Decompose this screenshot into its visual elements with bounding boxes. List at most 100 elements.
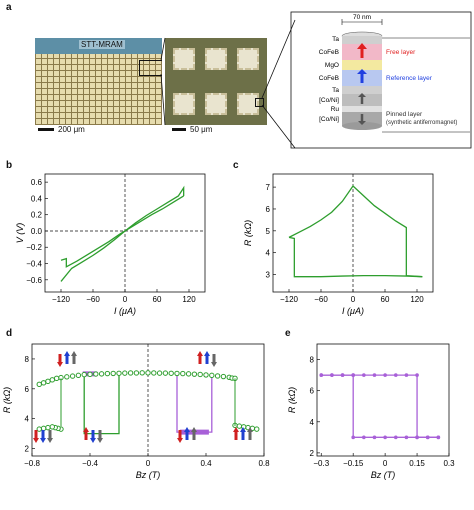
major-loop-point — [45, 424, 51, 431]
major-loop-point — [104, 370, 111, 377]
panel-label-a: a — [6, 2, 12, 13]
major-loop-point — [87, 371, 93, 378]
chip-label: STT-MRAM — [79, 40, 125, 49]
minor-loop-purple — [176, 373, 213, 433]
stack-layer-label: [Co/Ni] — [319, 97, 339, 104]
major-loop-point — [168, 370, 174, 376]
spin-arrow-head — [40, 438, 46, 443]
major-loop-point — [236, 423, 243, 429]
major-loop-point — [191, 371, 198, 377]
x-tick-label: 120 — [182, 295, 196, 304]
minor-loop-curve-point — [425, 435, 430, 440]
major-loop-point — [209, 372, 215, 379]
major-loop-point — [127, 370, 134, 376]
iv-curve — [60, 185, 185, 282]
x-tick-label: 0.8 — [258, 459, 270, 468]
y-tick-label: 0.6 — [31, 178, 43, 187]
major-loop-point — [220, 373, 227, 380]
x-tick-label: −0.3 — [313, 459, 329, 468]
y-axis-label: V (V) — [15, 223, 25, 244]
minor-loop-curve-point — [362, 373, 366, 377]
mtj-stack-diagram: 70 nm TaCoFeBMgOCoFeBTa[Co/Ni]Ru[Co/Ni] … — [290, 11, 472, 149]
stack-layer-label: Ta — [332, 87, 339, 94]
minor-loop-curve-point — [404, 373, 409, 377]
y-tick-label: 4 — [266, 249, 271, 258]
x-tick-label: −0.8 — [24, 459, 40, 468]
major-loop-point — [93, 371, 99, 377]
x-axis-label: Bz (T) — [136, 470, 161, 480]
y-tick-label: −0.2 — [26, 243, 42, 252]
x-tick-label: −0.15 — [343, 459, 364, 468]
major-loop-point — [40, 425, 47, 432]
y-axis-label: R (kΩ) — [243, 220, 253, 246]
y-axis-label: R (kΩ) — [2, 387, 12, 413]
stack-layer-label: CoFeB — [319, 75, 339, 82]
zoom-micrograph — [165, 38, 267, 125]
y-tick-label: 6 — [266, 205, 271, 214]
major-loop-point — [64, 374, 70, 380]
spin-arrow-head — [204, 351, 210, 356]
spin-arrow-head — [191, 427, 197, 432]
major-loop-point — [185, 371, 192, 377]
pinned-layer-label: Pinned layer — [386, 111, 423, 118]
x-axis-label: I (μA) — [342, 306, 364, 316]
panel-label-c: c — [233, 160, 239, 171]
cell-row-bottom — [173, 93, 259, 115]
r-i-curve — [288, 185, 423, 278]
major-loop-point — [110, 370, 116, 377]
x-tick-label: −0.4 — [82, 459, 98, 468]
x-tick-label: 60 — [381, 295, 390, 304]
cell-row-top — [173, 48, 259, 70]
spin-arrow-head — [233, 427, 239, 432]
minor-loop-curve-point — [319, 373, 324, 377]
y-tick-label: 0.4 — [31, 194, 43, 203]
stack-layer-label: [Co/Ni] — [319, 116, 339, 123]
x-tick-label: 0.3 — [443, 459, 455, 468]
chart-e-svg: −0.3 −0.15 0 0.15 0.3 2 4 6 8 Bz (T) R (kΩ) — [287, 343, 455, 480]
minor-loop-curve-point — [436, 435, 441, 440]
major-loop-point — [45, 378, 51, 385]
spin-arrow-head — [71, 351, 77, 356]
x-tick-label: −60 — [314, 295, 328, 304]
stack-layer-label: CoFeB — [319, 49, 339, 56]
spin-arrow-head — [184, 427, 190, 432]
major-loop-point — [197, 371, 203, 378]
chart-c-svg: −120 −60 0 60 120 3 4 5 6 7 I (μA) R (kΩ) — [243, 173, 434, 316]
major-loop-point — [151, 370, 157, 376]
minor-loop-curve — [321, 374, 439, 438]
spin-arrow-head — [90, 438, 96, 443]
x-tick-label: 0 — [351, 295, 356, 304]
y-tick-label: 4 — [310, 418, 315, 427]
x-tick-label: 0 — [146, 459, 151, 468]
major-loop-point — [133, 370, 140, 376]
major-loop-point — [36, 426, 42, 432]
major-loop-point — [122, 370, 128, 376]
zoom-box — [139, 60, 162, 76]
minor-loop-curve-point — [372, 373, 377, 377]
y-tick-label: 6 — [310, 387, 315, 396]
major-loop-point — [139, 370, 145, 376]
major-loop-point — [156, 370, 163, 376]
panel-label-e: e — [285, 328, 291, 339]
minor-loop-curve-point — [383, 373, 387, 377]
r-i-curve — [288, 236, 423, 278]
y-tick-label: 0.2 — [31, 211, 43, 220]
device-box — [255, 98, 264, 107]
y-tick-label: 0.0 — [31, 227, 43, 236]
spin-arrow-head — [47, 438, 53, 443]
x-tick-label: 0 — [383, 459, 388, 468]
major-loop-point — [203, 372, 209, 378]
panel-label-d: d — [6, 328, 13, 339]
minor-loop-curve-point — [362, 435, 366, 440]
minor-loop-curve-point — [340, 373, 345, 377]
minor-loop-curve-point — [393, 373, 398, 377]
major-loop-point — [81, 371, 87, 378]
y-tick-label: −0.4 — [26, 260, 42, 269]
stack-layer-label: MgO — [325, 62, 339, 69]
x-tick-label: −120 — [52, 295, 71, 304]
major-loop-point — [162, 370, 169, 376]
spin-arrow-head — [57, 362, 63, 367]
pinned-layer-sublabel: (synthetic antiferromagnet) — [386, 120, 457, 126]
y-tick-label: 5 — [266, 227, 271, 236]
y-tick-label: 6 — [25, 385, 30, 394]
